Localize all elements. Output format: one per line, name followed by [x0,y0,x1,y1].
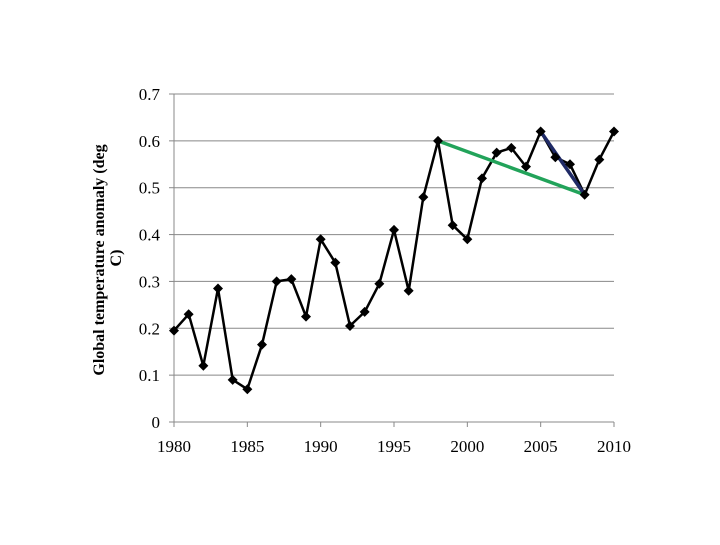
tick-labels: 0 0.1 0.2 0.3 0.4 0.5 0.6 0.7 1980 1985 1990 1995 20… [139,85,631,456]
data-point-1997 [418,192,429,203]
x-tick-label-5: 2005 [524,437,558,456]
data-point-2009 [594,154,605,165]
data-point-1998 [433,135,443,146]
data-point-2010 [609,126,619,137]
data-point-1987 [271,276,282,287]
y-tick-label-6: 0.6 [139,132,160,151]
series-line-0 [173,130,616,391]
data-point-1996 [403,285,414,296]
y-axis-label-line-2: C) [108,250,125,267]
data-point-2001 [477,173,487,184]
axes [169,93,615,427]
data-point-1980 [169,325,179,336]
y-axis-label: Global temperature anomaly (deg C) [91,140,125,375]
data-point-2002 [491,147,502,158]
x-tick-label-3: 1995 [377,437,411,456]
data-point-2006 [550,152,561,163]
trend-lines [436,129,587,197]
data-point-1999 [447,220,458,231]
data-point-2005 [535,126,546,137]
data-point-1991 [330,257,341,268]
data-point-2004 [521,161,531,172]
data-point-1989 [301,311,311,322]
data-point-2003 [506,142,517,153]
data-point-1983 [213,283,223,294]
trend-line-0 [436,139,587,197]
data-point-1984 [227,374,238,385]
y-tick-label-3: 0.3 [139,272,160,291]
data-point-1982 [198,360,209,371]
data-point-1994 [374,278,385,289]
x-tick-label-2: 1990 [304,437,338,456]
data-point-1995 [389,224,399,235]
y-tick-label-7: 0.7 [139,85,161,104]
data-point-1985 [242,384,253,395]
y-axis-label-line-1: Global temperature anomaly (deg [91,144,108,375]
y-tick-label-2: 0.2 [139,319,160,338]
data-point-1986 [257,339,267,350]
data-point-1990 [315,234,326,245]
y-tick-label-1: 0.1 [139,366,160,385]
data-point-2008 [579,189,590,200]
y-tick-label-0: 0 [152,413,161,432]
data-point-2000 [462,234,473,245]
trend-line-1 [538,129,587,197]
y-tick-label-4: 0.4 [139,226,161,245]
y-tick-label-5: 0.5 [139,179,160,198]
x-tick-label-1: 1985 [230,437,264,456]
x-tick-label-6: 2010 [597,437,631,456]
data-series [173,130,616,391]
data-point-1981 [183,309,194,320]
data-point-1993 [359,306,370,317]
data-point-1992 [345,320,355,331]
x-tick-label-0: 1980 [157,437,191,456]
grid-lines [174,93,614,376]
x-tick-label-4: 2000 [450,437,484,456]
data-point-2007 [565,159,575,170]
data-markers [169,126,619,395]
data-point-1988 [286,274,297,285]
